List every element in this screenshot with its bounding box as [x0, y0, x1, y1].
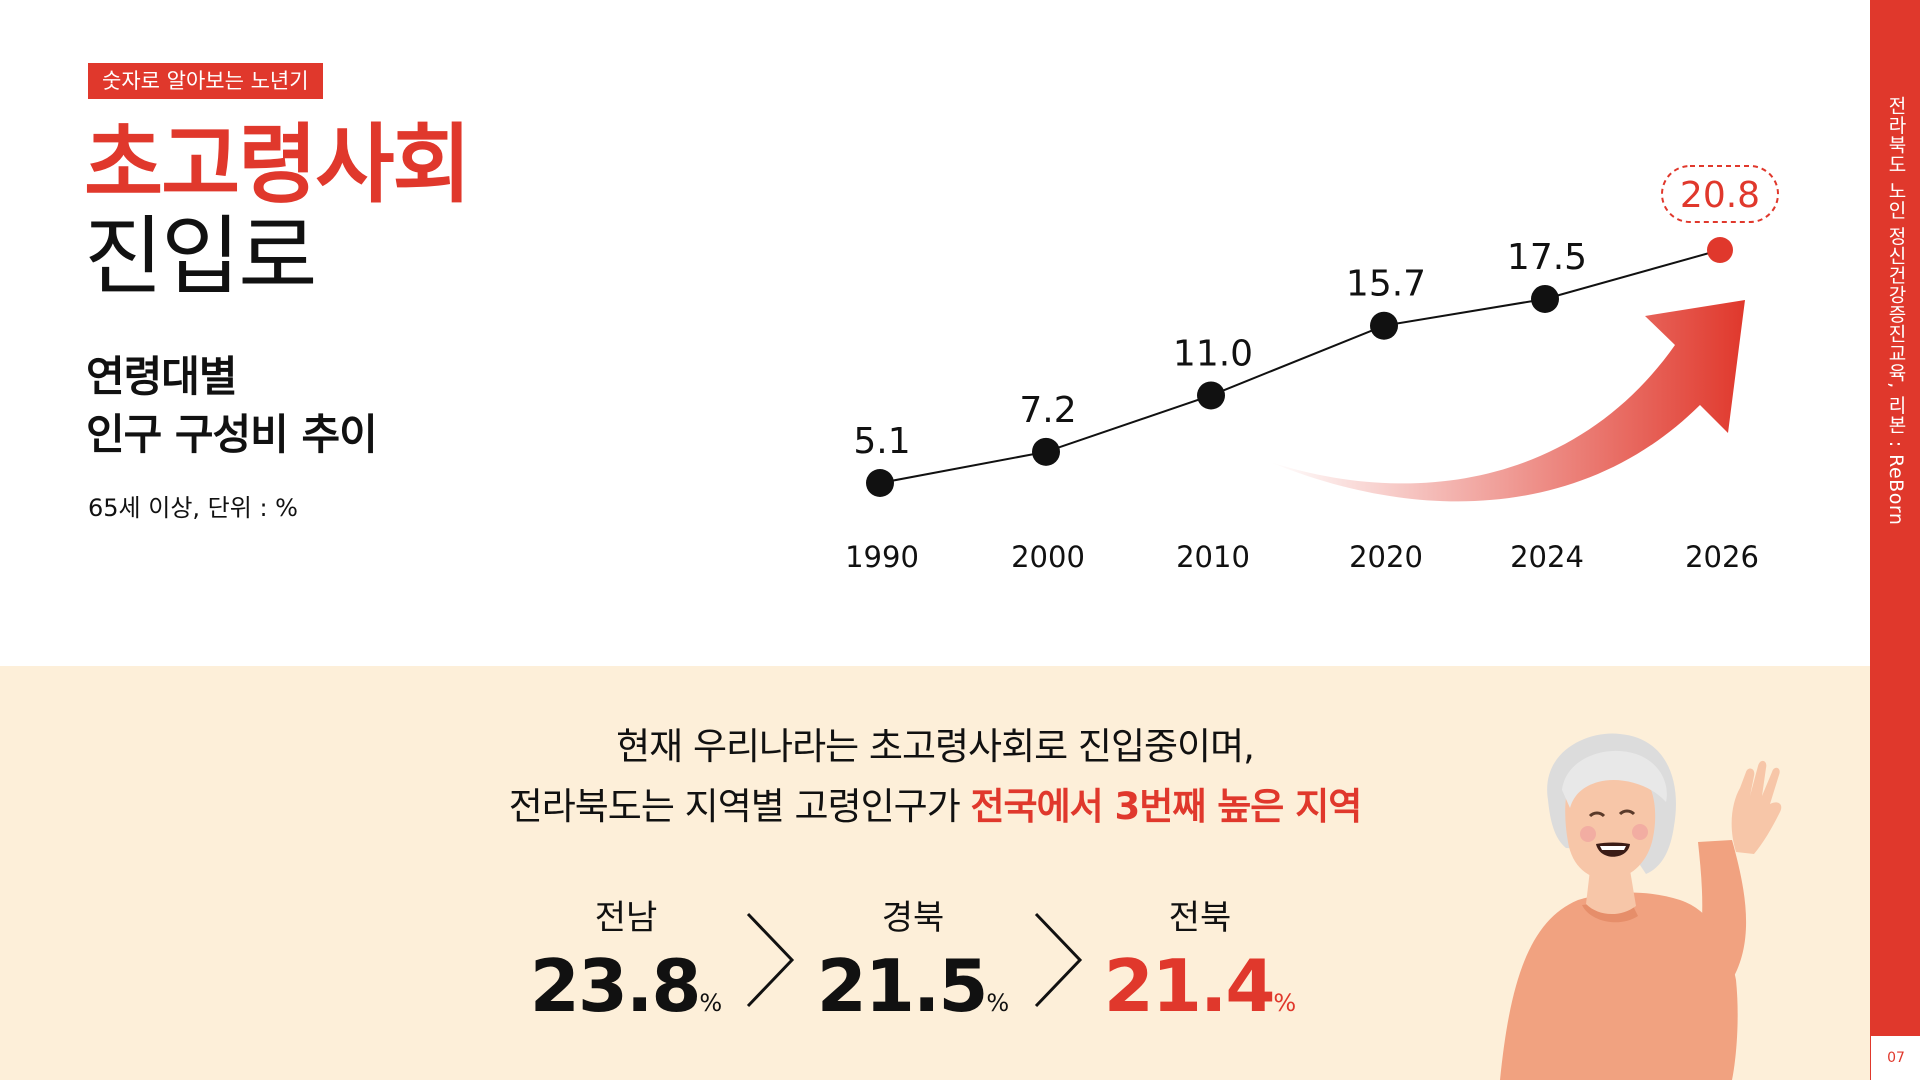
data-label: 17.5 [1507, 237, 1587, 278]
highlight-badge [1661, 165, 1779, 223]
x-tick-label: 2000 [1011, 540, 1085, 574]
waving-grandmother-illustration [1500, 733, 1782, 1080]
message-line2: 전라북도는 지역별 고령인구가 전국에서 3번째 높은 지역 [0, 776, 1870, 830]
chart-subtitle-line2: 인구 구성비 추이 [86, 410, 378, 459]
chart-subtitle-line1: 연령대별 [86, 352, 238, 401]
series-line [879, 249, 1721, 484]
data-point [1370, 311, 1398, 340]
stat-region: 전남 [594, 898, 658, 938]
stat-unit: % [1273, 989, 1297, 1017]
chart-subtitle: 연령대별 인구 구성비 추이 [86, 348, 378, 464]
data-label: 11.0 [1173, 333, 1253, 374]
page-title-line2: 진입로 [84, 207, 317, 307]
stat-jeonbuk: 전북 21.4% [1080, 896, 1320, 1043]
stat-number: 21.5 [816, 944, 989, 1028]
message-highlight: 전국에서 3번째 높은 지역 [970, 785, 1363, 828]
data-point [1197, 381, 1225, 410]
data-point [1032, 437, 1060, 466]
stat-jeonnam: 전남 23.8% [506, 896, 746, 1043]
data-label: 15.7 [1346, 264, 1426, 305]
message-line1: 현재 우리나라는 초고령사회로 진입중이며, [616, 725, 1255, 768]
message-line2-text: 전라북도는 지역별 고령인구가 [508, 785, 971, 828]
stat-unit: % [986, 989, 1010, 1017]
stat-number: 23.8 [529, 944, 702, 1028]
x-tick-label: 2010 [1176, 540, 1250, 574]
unit-note: 65세 이상, 단위 : % [88, 494, 298, 522]
data-point [866, 469, 894, 497]
stat-number: 21.4 [1103, 944, 1276, 1028]
data-point [1531, 284, 1559, 313]
top-section [0, 0, 1870, 666]
page-number: 07 [1870, 1036, 1920, 1080]
side-label: 전라북도 노인 정신건강증진교육, 리본 : ReBorn [1885, 96, 1907, 526]
page-title: 초고령사회 [84, 115, 472, 215]
stat-region: 경북 [881, 898, 945, 938]
stat-value: 21.5% [793, 946, 1033, 1043]
stat-value: 21.4% [1080, 946, 1320, 1043]
stat-region: 전북 [1168, 898, 1232, 938]
data-label: 7.2 [1019, 390, 1076, 431]
x-tick-label: 2024 [1510, 540, 1584, 574]
chevron-right-icon [1034, 912, 1083, 1008]
stat-gyeongbuk: 경북 21.5% [793, 896, 1033, 1043]
data-point [1707, 237, 1733, 263]
side-bar [1870, 0, 1920, 1080]
section-tag: 숫자로 알아보는 노년기 [88, 63, 323, 99]
chevron-right-icon [746, 912, 795, 1008]
stat-value: 23.8% [506, 946, 746, 1043]
trend-arrow-icon [1270, 300, 1745, 502]
x-tick-label: 1990 [845, 540, 919, 574]
line-chart: 5.1 1990 7.2 2000 11.0 2010 15.7 2020 17.5 2024 20… [845, 165, 1779, 574]
data-label: 20.8 [1680, 175, 1760, 216]
stat-unit: % [699, 989, 723, 1017]
x-tick-label: 2026 [1685, 540, 1759, 574]
data-label: 5.1 [853, 421, 910, 462]
x-tick-label: 2020 [1349, 540, 1423, 574]
